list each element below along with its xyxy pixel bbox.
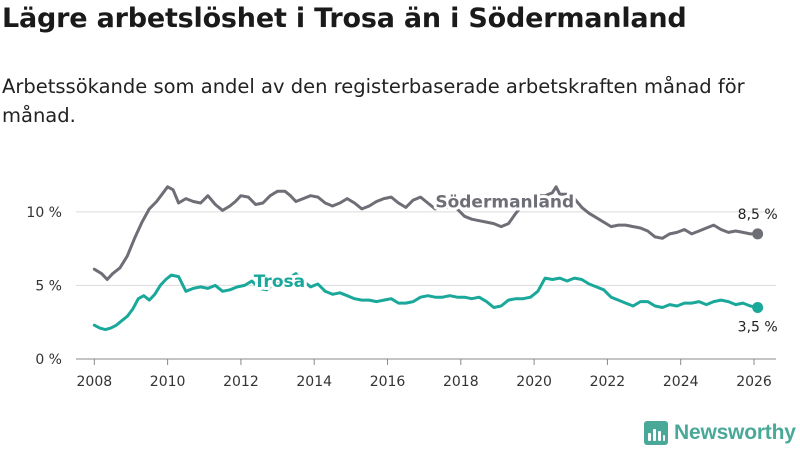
series-label-s-dermanland: Södermanland (435, 192, 574, 212)
y-tick-label: 0 % (35, 352, 62, 368)
end-value-label-trosa: 3,5 % (738, 319, 778, 335)
x-tick-label: 2022 (590, 374, 626, 390)
series-layer (92, 185, 764, 332)
x-tick-label: 2012 (223, 374, 259, 390)
series-end-point-trosa (752, 301, 764, 313)
grid-layer: 0 % 5 % 10 % (26, 205, 776, 368)
x-tick-label: 2010 (150, 374, 186, 390)
y-tick-label: 10 % (26, 205, 62, 221)
x-tick-label: 2018 (443, 374, 479, 390)
x-tick-label: 2014 (296, 374, 332, 390)
series-line-s-dermanland (92, 185, 760, 281)
series-line-trosa (92, 272, 760, 332)
series-end-point-s-dermanland (752, 228, 764, 240)
label-layer: Södermanland 8,5 % Trosa 3,5 % (251, 189, 778, 335)
end-value-label-s-dermanland: 8,5 % (738, 207, 778, 223)
x-tick-label: 2008 (77, 374, 113, 390)
chart-title: Lägre arbetslöshet i Trosa än i Söderman… (2, 3, 687, 34)
chart-subtitle: Arbetssökande som andel av den registerb… (2, 75, 745, 127)
series-label-trosa: Trosa (254, 272, 305, 292)
x-tick-label: 2016 (370, 374, 406, 390)
y-tick-label: 5 % (35, 278, 62, 294)
x-tick-label: 2024 (663, 374, 699, 390)
bar-chart-logo-icon (644, 421, 668, 445)
newsworthy-logo[interactable]: Newsworthy (644, 420, 796, 446)
x-axis: 2008 2010 2012 2014 2016 2018 2020 2022 2024 2026 (77, 359, 772, 390)
brand-name: Newsworthy (674, 421, 796, 444)
x-tick-label: 2020 (516, 374, 552, 390)
x-tick-label: 2026 (736, 374, 772, 390)
